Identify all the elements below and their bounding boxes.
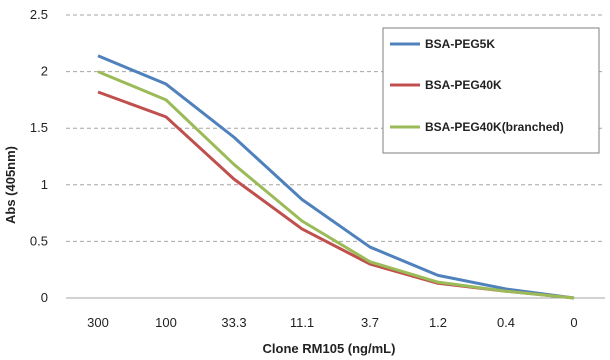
y-tick-label: 1	[41, 177, 48, 192]
legend-label-2: BSA-PEG40K	[425, 78, 502, 92]
series-lines	[97, 54, 575, 300]
legend-label-1: BSA-PEG5K	[425, 37, 495, 51]
y-axis-title: Abs (405nm)	[3, 146, 18, 224]
y-axis-ticks: 0 0.5 1 1.5 2 2.5	[30, 7, 48, 305]
x-tick-label: 1.2	[429, 315, 447, 330]
series-line-3	[97, 70, 575, 300]
y-tick-label: 1.5	[30, 120, 48, 135]
legend-label-3: BSA-PEG40K(branched)	[425, 120, 564, 134]
y-tick-label: 2.5	[30, 7, 48, 22]
legend: BSA-PEG5K BSA-PEG40K BSA-PEG40K(branched)	[382, 27, 600, 154]
y-tick-label: 0	[41, 290, 48, 305]
legend-box	[382, 27, 600, 154]
x-tick-label: 0	[570, 315, 577, 330]
x-tick-label: 100	[155, 315, 177, 330]
x-tick-label: 300	[87, 315, 109, 330]
x-tick-label: 3.7	[361, 315, 379, 330]
x-tick-label: 33.3	[221, 315, 246, 330]
y-tick-label: 2	[41, 64, 48, 79]
x-tick-label: 11.1	[290, 315, 314, 330]
x-axis-title: Clone RM105 (ng/mL)	[263, 341, 396, 356]
y-tick-label: 0.5	[30, 233, 48, 248]
series-line-1	[97, 54, 575, 300]
x-tick-label: 0.4	[497, 315, 515, 330]
x-axis-ticks: 300 100 33.3 11.1 3.7 1.2 0.4 0	[87, 315, 577, 330]
